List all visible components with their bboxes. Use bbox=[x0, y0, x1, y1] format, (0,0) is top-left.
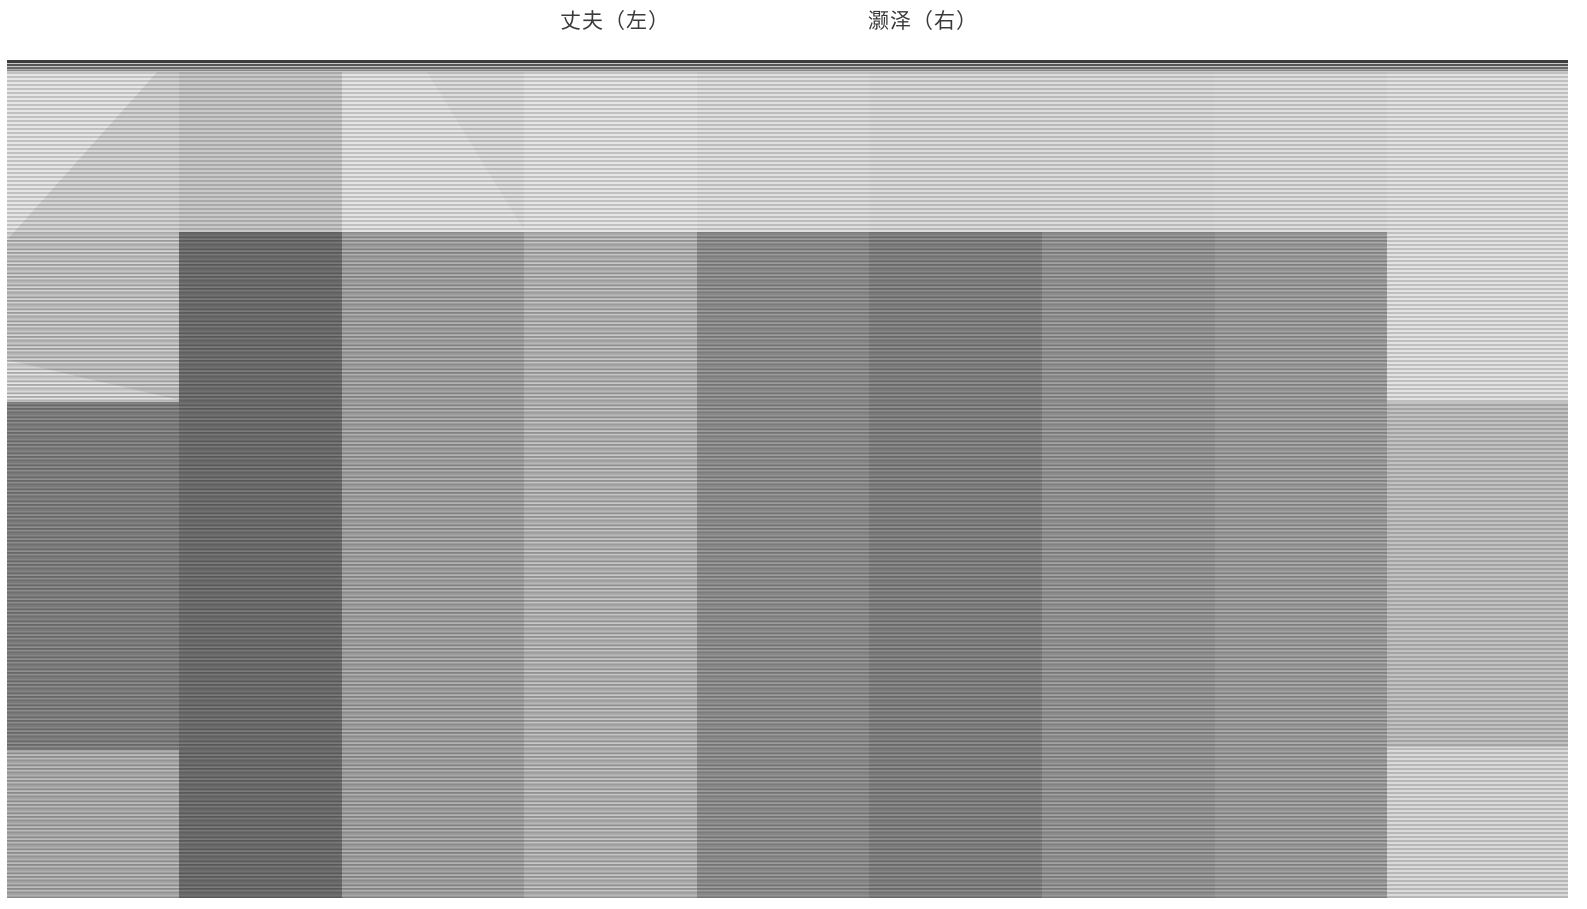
caption-haoze-right: 灏泽（右） bbox=[868, 9, 978, 33]
photo-panel bbox=[7, 60, 1568, 898]
scanline-glitched-photo-icon bbox=[7, 60, 1568, 898]
caption-husband-left: 丈夫（左） bbox=[560, 9, 670, 33]
